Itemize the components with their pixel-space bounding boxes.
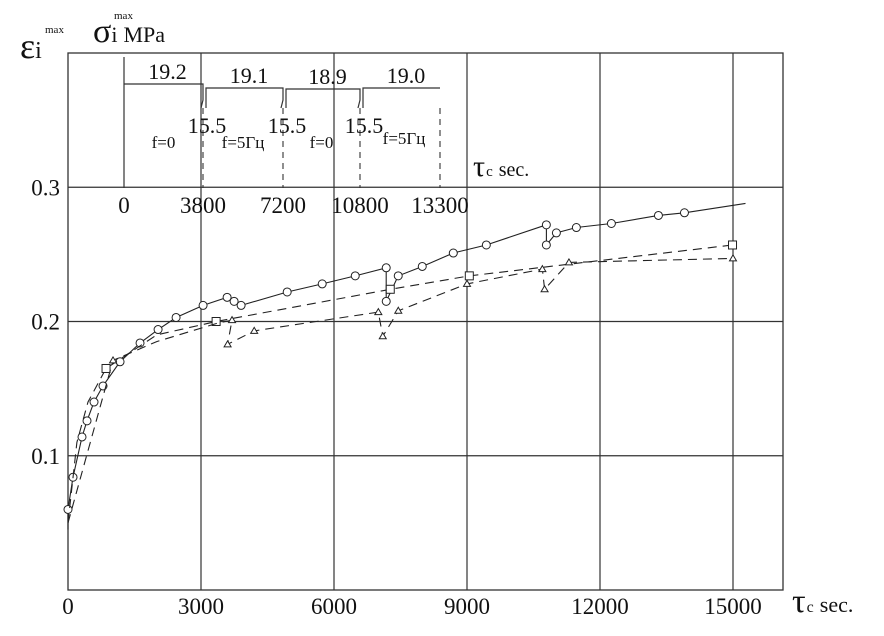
data-point-circle	[82, 416, 92, 426]
inset-x-tick-label: 7200	[260, 193, 306, 218]
data-point-circle	[317, 279, 327, 289]
data-point-triangle	[728, 253, 738, 262]
stress-high-label: 19.0	[387, 63, 426, 88]
data-point-circle	[89, 397, 99, 407]
y-tick-label: 0.1	[31, 444, 60, 469]
data-point-circle	[63, 504, 73, 514]
data-point-circle	[381, 263, 391, 273]
inset-x-tick-label: 13300	[411, 193, 469, 218]
data-point-triangle	[378, 331, 388, 340]
stress-low-label: 15.5	[345, 113, 384, 138]
x-tick-label: 9000	[444, 594, 490, 619]
grid-lines	[68, 53, 783, 590]
y-tick-labels: 0.1 0.2 0.3	[31, 175, 60, 469]
data-point-circle	[171, 312, 181, 322]
data-point-circle	[417, 261, 427, 271]
frequency-label: f=0	[310, 133, 334, 152]
inset-y-label-sup: max	[114, 10, 133, 22]
frequency-label: f=5Гц	[222, 133, 265, 152]
data-point-circle	[679, 208, 689, 218]
x-tick-label: 15000	[704, 594, 762, 619]
x-tick-label: 6000	[311, 594, 357, 619]
inset-x-label: τc sec.	[473, 150, 529, 183]
data-point-circle	[282, 287, 292, 297]
data-point-triangle	[393, 306, 403, 314]
data-point-square	[211, 317, 221, 326]
data-point-triangle	[373, 307, 383, 316]
stress-high-label: 19.2	[148, 59, 187, 84]
data-point-triangle	[227, 315, 237, 324]
data-point-square	[728, 240, 738, 250]
frequency-label: f=5Гц	[383, 129, 426, 148]
stress-step	[205, 87, 284, 109]
data-point-circle	[350, 271, 360, 281]
y-tick-label: 0.3	[31, 175, 60, 200]
stress-high-label: 19.1	[230, 63, 269, 88]
series-line-circles	[67, 202, 746, 530]
data-point-circle	[77, 432, 87, 442]
data-point-circle	[381, 296, 391, 306]
data-point-triangle	[223, 339, 232, 348]
x-tick-labels: 0 3000 6000 9000 12000 15000	[62, 594, 762, 619]
x-tick-label: 0	[62, 594, 74, 619]
data-point-circle	[229, 296, 239, 306]
stress-low-label: 15.5	[268, 113, 307, 138]
x-axis-label: τc sec.	[792, 583, 853, 620]
data-point-circle	[653, 210, 663, 220]
x-tick-label: 12000	[571, 594, 629, 619]
data-series	[63, 202, 746, 530]
data-point-triangle	[540, 284, 549, 293]
stress-step	[124, 83, 204, 109]
data-point-triangle	[462, 279, 472, 287]
inset-x-tick-label: 3800	[180, 193, 226, 218]
y-axis-label-sup: max	[45, 24, 64, 36]
data-point-triangle	[564, 257, 574, 266]
series-line-squares	[67, 244, 733, 523]
data-point-circle	[571, 223, 581, 233]
data-point-square	[464, 271, 474, 281]
data-point-square	[385, 284, 395, 294]
data-point-circle	[551, 228, 561, 238]
x-tick-label: 3000	[178, 594, 224, 619]
loading-program-inset: σi MPa max τc sec. 19.2 f=0 19.1 f=5Гц 18.9 f=0…	[93, 10, 529, 218]
data-point-triangle	[537, 264, 547, 273]
data-point-triangle	[249, 326, 259, 334]
data-point-circle	[606, 218, 616, 228]
stress-step	[362, 87, 440, 108]
data-point-circle	[198, 300, 208, 310]
inset-x-tick-label: 0	[118, 193, 130, 218]
inset-x-tick-label: 10800	[331, 193, 389, 218]
inset-stress-steps	[124, 83, 441, 188]
data-point-circle	[541, 240, 551, 250]
data-point-circle	[481, 240, 491, 250]
series-line-triangles	[67, 257, 734, 524]
data-point-circle	[236, 300, 246, 310]
series-circles	[63, 202, 746, 530]
stress-step	[285, 88, 361, 109]
series-triangles	[67, 253, 738, 524]
stress-high-label: 18.9	[308, 64, 347, 89]
data-point-circle	[448, 248, 458, 258]
data-point-square	[101, 363, 111, 373]
inset-y-label: σi MPa	[93, 13, 165, 50]
y-tick-label: 0.2	[31, 310, 60, 335]
stress-low-label: 15.5	[188, 113, 227, 138]
data-point-circle	[541, 220, 551, 230]
data-point-circle	[222, 292, 232, 302]
data-point-triangle	[108, 355, 118, 364]
data-point-circle	[153, 325, 163, 335]
frequency-label: f=0	[152, 133, 176, 152]
series-squares	[67, 240, 738, 523]
y-axis-label: εi	[20, 26, 42, 66]
data-point-circle	[393, 271, 403, 281]
